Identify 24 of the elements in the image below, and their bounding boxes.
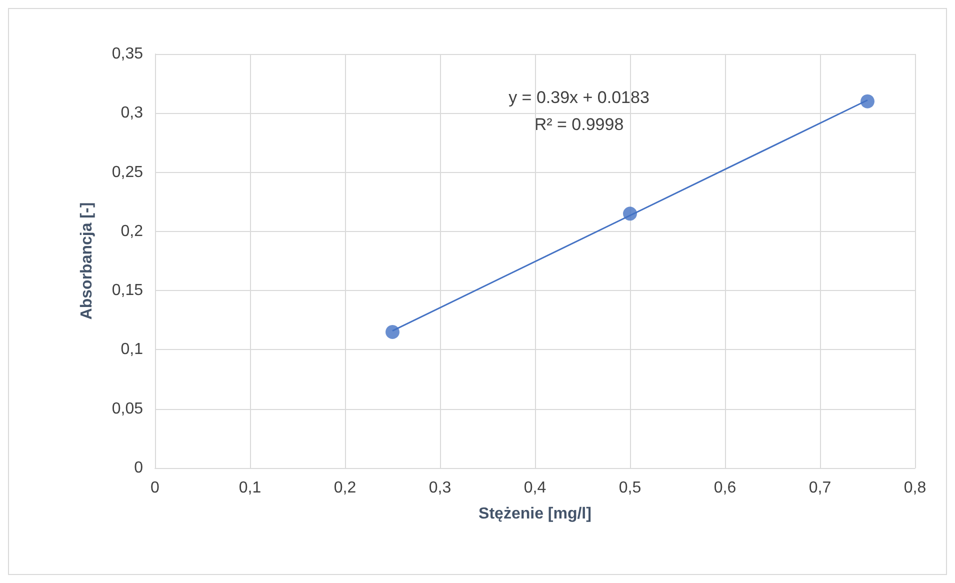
annotation: y = 0.39x + 0.0183: [508, 88, 650, 107]
point: [860, 94, 874, 108]
x-tick-label: 0,3: [428, 480, 452, 496]
point: [386, 324, 400, 339]
x-tick-label: 0,2: [334, 480, 356, 496]
y-tick-label: 0,2: [120, 222, 144, 240]
y-tick-label: 0,25: [112, 164, 144, 181]
y-tick-label: 0: [134, 460, 144, 476]
x-tick-label: 0,5: [618, 480, 642, 496]
x-tick-label: 0,6: [714, 480, 736, 496]
annotation: R² = 0.9998: [534, 115, 624, 134]
x-axis-title: Stężenie [mg/l]: [478, 506, 592, 522]
x-tick-label: 0,7: [808, 480, 832, 496]
x-tick-label: 0,4: [524, 480, 546, 496]
y-tick-label: 0,15: [112, 282, 144, 300]
y-tick-label: 0,3: [120, 104, 144, 122]
x-tick-label: 0,8: [904, 480, 926, 496]
x-tick-label: 0,1: [238, 480, 262, 496]
point: [623, 206, 637, 221]
y-axis-title: Absorbancja [-]: [78, 202, 96, 320]
y-tick-label: 0,05: [112, 400, 144, 418]
y-tick-label: 0,1: [120, 341, 144, 358]
x-tick-label: 0: [150, 480, 160, 496]
y-tick-label: 0,35: [112, 46, 144, 62]
